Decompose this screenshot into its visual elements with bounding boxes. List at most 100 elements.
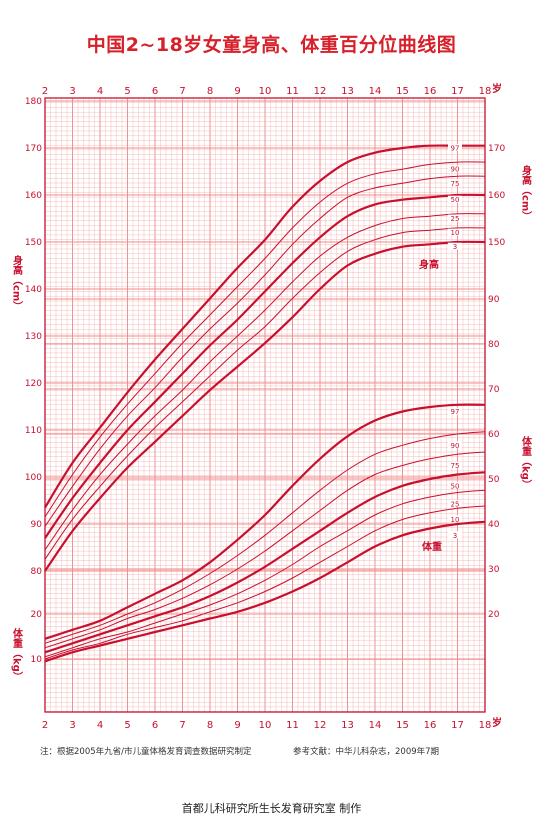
undefined-curve-p50 [44,193,486,539]
x-tick-top: 18 [479,86,492,97]
height-tick-left: 80 [31,567,43,577]
undefined-pct-bg-p10 [448,515,462,523]
x-tick-top: 7 [179,86,185,97]
height-tick-left: 130 [25,332,42,342]
undefined-pct-label-p3: 3 [453,243,457,251]
weight-tick-right: 70 [488,385,500,395]
x-tick-bottom: 8 [207,720,213,731]
undefined-pct-label-p97: 97 [451,408,460,416]
x-tick-bottom: 12 [314,720,327,731]
x-tick-bottom: 6 [152,720,158,731]
undefined-pct-bg-p90 [448,441,462,449]
undefined-curve-p50 [44,471,486,654]
weight-tick-right: 20 [488,610,500,620]
undefined-pct-bg-p50 [448,481,462,489]
weight-tick-right: 80 [488,340,500,350]
undefined-pct-label-p3: 3 [453,532,457,540]
height-tick-left: 120 [25,379,42,389]
x-tick-bottom: 13 [341,720,354,731]
x-tick-top: 13 [341,86,354,97]
weight-curve-label: 体重 [422,540,442,553]
weight-tick-right: 50 [488,475,500,485]
x-tick-top: 2 [42,86,48,97]
x-tick-bottom: 2 [42,720,48,731]
x-tick-top: 16 [424,86,437,97]
x-tick-bottom: 3 [69,720,75,731]
x-tick-bottom: 11 [286,720,299,731]
height-tick-left: 110 [25,426,42,436]
undefined-curve-p90 [44,431,486,644]
undefined-pct-label-p75: 75 [451,180,460,188]
undefined-pct-bg-p3 [448,242,462,250]
undefined-curve-p75 [44,451,486,649]
undefined-pct-bg-p97 [448,144,462,151]
height-tick-right: 150 [488,238,505,248]
undefined-pct-label-p90: 90 [451,442,460,450]
x-tick-bottom: 17 [451,720,464,731]
x-tick-top: 3 [69,86,75,97]
x-tick-top: 11 [286,86,299,97]
x-tick-bottom: 16 [424,720,437,731]
weight-tick-right: 30 [488,565,500,575]
height-tick-left: 150 [25,238,42,248]
page-title: 中国2~18岁女童身高、体重百分位曲线图 [86,34,457,56]
height-tick-left: 100 [25,473,42,483]
undefined-curve-p3 [44,240,486,572]
undefined-curve-p25 [44,489,486,658]
undefined-pct-bg-p50 [448,195,462,203]
undefined-pct-bg-p25 [448,214,462,222]
undefined-pct-label-p50: 50 [451,482,460,490]
undefined-pct-label-p25: 25 [451,500,460,508]
x-tick-top: 17 [451,86,464,97]
x-tick-bottom: 14 [369,720,382,731]
undefined-pct-label-p50: 50 [451,196,460,204]
height-curve-label: 身高 [419,258,439,271]
weight-axis-label-left: 体重（kg） [11,627,24,682]
x-tick-bottom: 15 [396,720,409,731]
undefined-pct-label-p97: 97 [451,145,460,153]
footer-reference: 参考文献：中华儿科杂志，2009年7期 [293,747,440,757]
x-tick-top: 8 [207,86,213,97]
weight-tick-right: 60 [488,430,500,440]
undefined-curve-p90 [44,161,486,518]
undefined-pct-bg-p3 [448,531,462,539]
undefined-pct-label-p10: 10 [451,516,460,524]
undefined-curve-p97 [44,144,485,509]
undefined-pct-bg-p97 [448,407,462,415]
undefined-curve-p25 [44,213,486,551]
x-tick-top: 4 [97,86,103,97]
weight-tick-left: 10 [31,655,43,665]
x-axis-unit-top: 岁 [492,82,502,95]
x-tick-bottom: 7 [179,720,185,731]
undefined-pct-bg-p75 [448,461,462,469]
undefined-curve-p3 [44,520,486,663]
height-tick-left: 180 [25,97,42,107]
undefined-pct-bg-p90 [448,165,462,173]
height-tick-left: 170 [25,144,42,154]
x-tick-top: 10 [259,86,272,97]
undefined-pct-bg-p10 [448,228,462,236]
weight-tick-right: 90 [488,295,500,305]
undefined-curve-p10 [44,505,486,660]
undefined-pct-label-p90: 90 [451,166,460,174]
undefined-pct-bg-p25 [448,499,462,507]
x-tick-top: 9 [234,86,240,97]
x-tick-top: 14 [369,86,382,97]
footer-note: 注：根据2005年九省/市儿童体格发育调查数据研究制定 [40,747,252,757]
height-tick-left: 90 [31,520,43,530]
weight-axis-label-right: 体重（kg） [520,435,533,490]
undefined-curve-p75 [44,175,486,527]
axis-labels: 2 2 3 3 4 4 5 5 6 6 7 7 8 8 9 9 10 10 11 11 12 12 13 13 14 14 15 15… [25,86,506,731]
height-tick-right: 160 [488,191,505,201]
x-tick-top: 5 [124,86,130,97]
undefined-pct-bg-p75 [448,179,462,187]
x-tick-bottom: 10 [259,720,272,731]
undefined-curve-p10 [44,227,486,560]
undefined-pct-label-p10: 10 [451,229,460,237]
height-tick-left: 160 [25,191,42,201]
x-axis-unit-bottom: 岁 [492,716,502,729]
height-axis-label-left: 身高（cm） [11,254,24,312]
undefined-pct-label-p75: 75 [451,462,460,470]
footer-maker: 首都儿科研究所生长发育研究室 制作 [181,802,362,815]
